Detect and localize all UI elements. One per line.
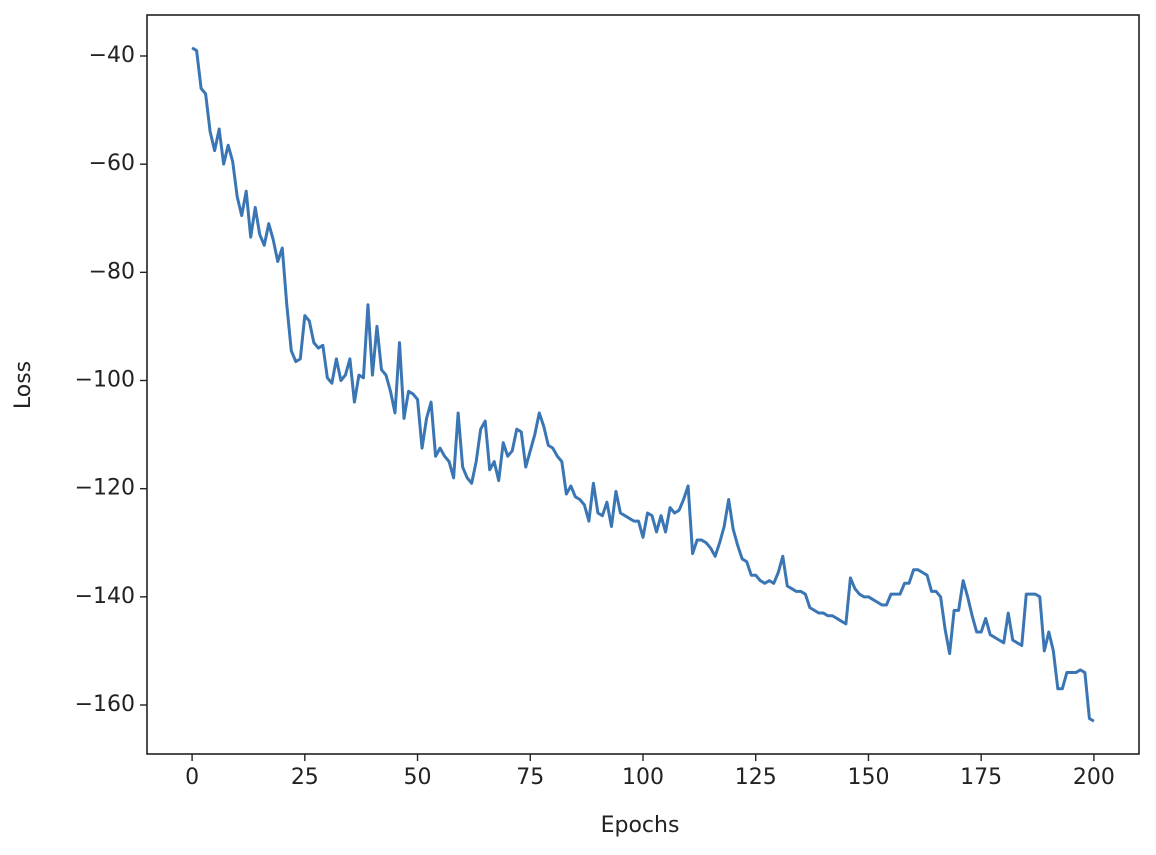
x-tick-label: 25 — [291, 765, 319, 790]
y-tick-label: −60 — [89, 151, 135, 176]
y-tick-label: −140 — [75, 584, 135, 609]
x-tick-label: 200 — [1073, 765, 1115, 790]
x-tick-label: 175 — [960, 765, 1002, 790]
x-tick-label: 150 — [847, 765, 889, 790]
y-tick-label: −80 — [89, 259, 135, 284]
line-series — [191, 46, 1095, 723]
y-tick-label: −160 — [75, 692, 135, 717]
x-tick-label: 50 — [404, 765, 432, 790]
x-tick-label: 125 — [735, 765, 777, 790]
x-tick-label: 100 — [622, 765, 664, 790]
plot-frame — [146, 14, 1140, 755]
y-axis-label: Loss — [11, 361, 36, 409]
x-tick-label: 75 — [516, 765, 544, 790]
x-axis-label: Epochs — [601, 813, 680, 838]
y-tick-label: −40 — [89, 43, 135, 68]
y-tick-label: −100 — [75, 367, 135, 392]
x-tick-label: 0 — [185, 765, 199, 790]
y-tick-label: −120 — [75, 476, 135, 501]
